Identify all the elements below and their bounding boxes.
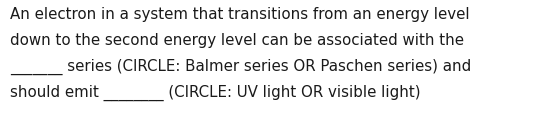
Text: An electron in a system that transitions from an energy level: An electron in a system that transitions… (10, 8, 470, 23)
Text: down to the second energy level can be associated with the: down to the second energy level can be a… (10, 34, 464, 49)
Text: should emit ________ (CIRCLE: UV light OR visible light): should emit ________ (CIRCLE: UV light O… (10, 85, 421, 101)
Text: _______ series (CIRCLE: Balmer series OR Paschen series) and: _______ series (CIRCLE: Balmer series OR… (10, 59, 472, 75)
